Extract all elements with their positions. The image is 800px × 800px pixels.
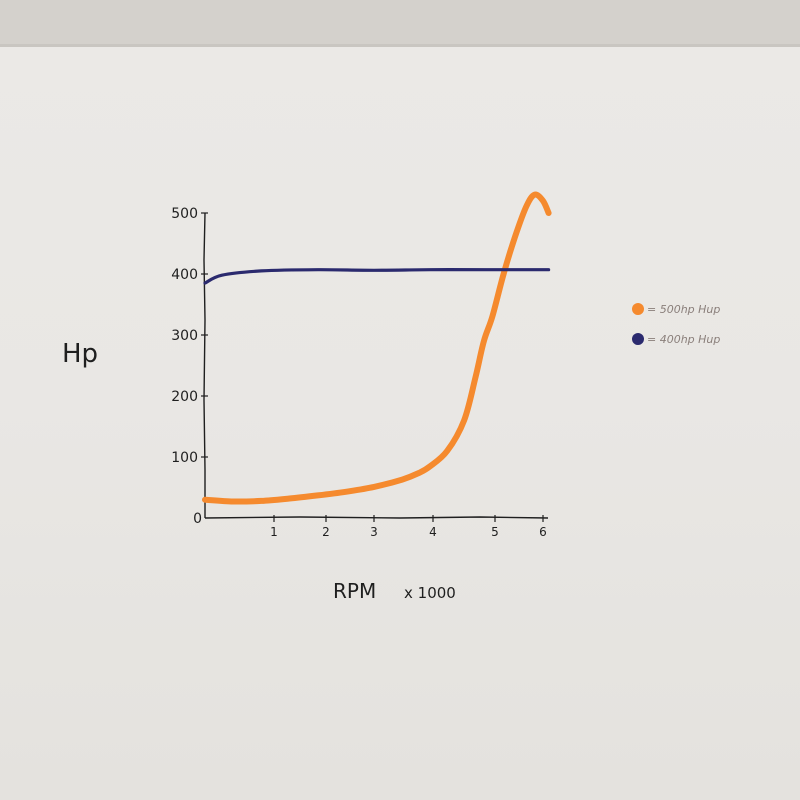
y-ticks: 0 100 200 300 400 500 (171, 206, 208, 527)
x-tick-label: 5 (491, 525, 499, 539)
legend: = 500hp Hup = 400hp Hup (632, 303, 720, 346)
y-tick-label: 500 (171, 206, 198, 222)
legend-marker-400hp (632, 333, 644, 345)
y-tick-label: 100 (171, 450, 198, 466)
y-axis-line (203, 212, 206, 518)
x-tick-label: 1 (270, 525, 278, 539)
series-layer (202, 191, 552, 505)
x-axis-label: RPM (333, 579, 376, 603)
series-line-400hp (203, 268, 551, 285)
axes (203, 212, 549, 519)
paper-edge (0, 44, 800, 47)
series-line-500hp (202, 191, 552, 505)
y-tick-label: 0 (193, 511, 202, 527)
legend-marker-500hp (632, 303, 644, 315)
x-ticks: 1 2 3 4 5 6 (270, 515, 547, 539)
x-tick-label: 6 (539, 525, 547, 539)
y-axis-label: Hp (62, 339, 98, 369)
x-tick-label: 3 (370, 525, 378, 539)
y-tick-label: 300 (171, 328, 198, 344)
x-axis-line (204, 516, 549, 519)
x-tick-label: 2 (322, 525, 330, 539)
x-tick-label: 4 (429, 525, 437, 539)
x-axis-label-suffix: x 1000 (404, 584, 456, 602)
y-tick-label: 400 (171, 267, 198, 283)
legend-label-500hp: = 500hp Hup (647, 303, 720, 316)
legend-label-400hp: = 400hp Hup (647, 333, 720, 346)
y-tick-label: 200 (171, 389, 198, 405)
